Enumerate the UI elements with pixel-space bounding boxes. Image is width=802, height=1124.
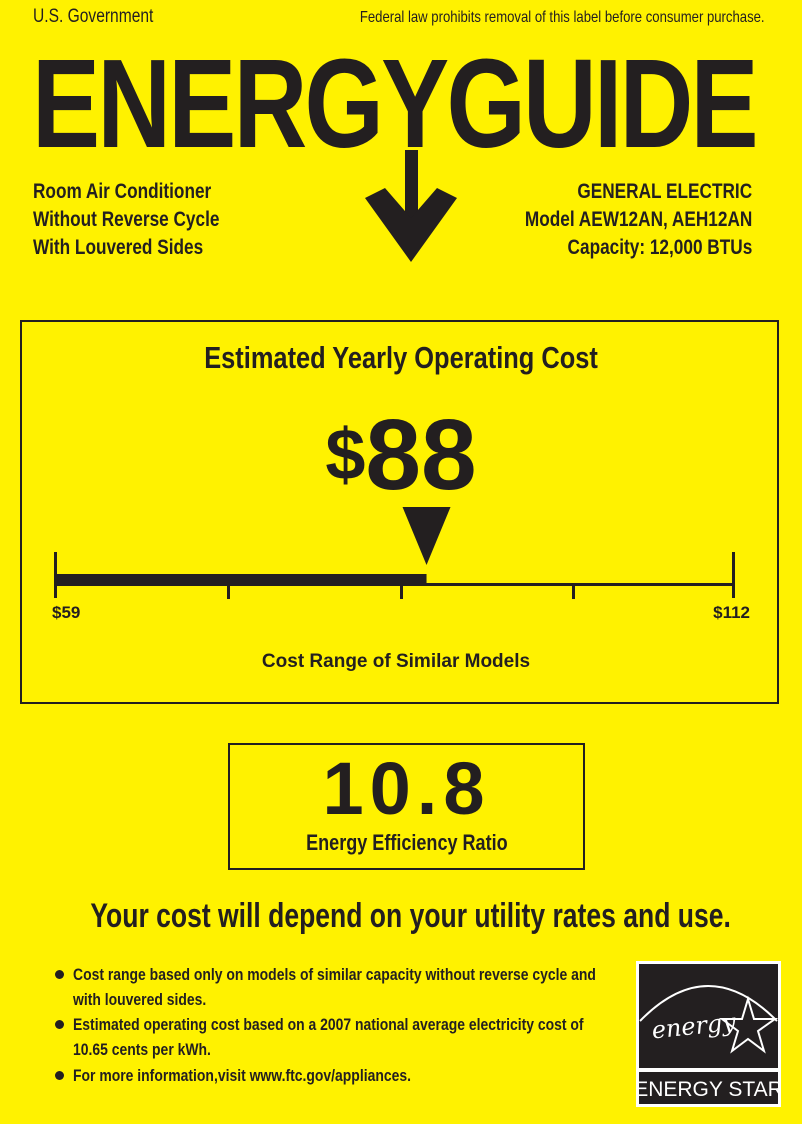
brand: GENERAL ELECTRIC — [577, 180, 752, 203]
law-notice: Federal law prohibits removal of this la… — [360, 9, 765, 26]
cost-marker-icon — [402, 507, 451, 565]
efficiency-section — [228, 743, 585, 870]
cost-value: $88 — [325, 399, 477, 511]
scale-fill — [55, 574, 427, 586]
government-label: U.S. Government — [33, 6, 154, 27]
energyguide-title: ENERGYGUIDE — [32, 32, 759, 174]
cost-title: Estimated Yearly Operating Cost — [204, 340, 598, 375]
range-max-label: $112 — [713, 603, 750, 622]
model: Model AEW12AN, AEH12AN — [524, 208, 752, 231]
cost-section — [20, 320, 779, 704]
range-min-label: $59 — [52, 603, 81, 622]
utility-notice: Your cost will depend on your utility ra… — [90, 897, 731, 935]
energy-star-logo: energy ENERGY STAR — [634, 961, 783, 1107]
scale-end-tick-right — [732, 552, 735, 598]
cost-range-scale — [54, 507, 735, 599]
energy-star-icon: energy ENERGY STAR — [634, 964, 783, 1104]
eer-value: 10.8 — [322, 747, 491, 830]
scale-tick — [400, 586, 403, 599]
manufacturer-info: GENERAL ELECTRIC Model AEW12AN, AEH12AN … — [475, 178, 752, 262]
svg-text:ENERGY STAR: ENERGY STAR — [636, 1078, 781, 1101]
scale-tick — [572, 586, 575, 599]
arrow-down-icon — [365, 150, 457, 262]
capacity: Capacity: 12,000 BTUs — [567, 236, 752, 259]
appliance-description: Room Air Conditioner Without Reverse Cyc… — [33, 180, 220, 259]
range-label: Cost Range of Similar Models — [261, 651, 531, 672]
eer-label: Energy Efficiency Ratio — [305, 830, 508, 855]
scale-tick — [227, 586, 230, 599]
